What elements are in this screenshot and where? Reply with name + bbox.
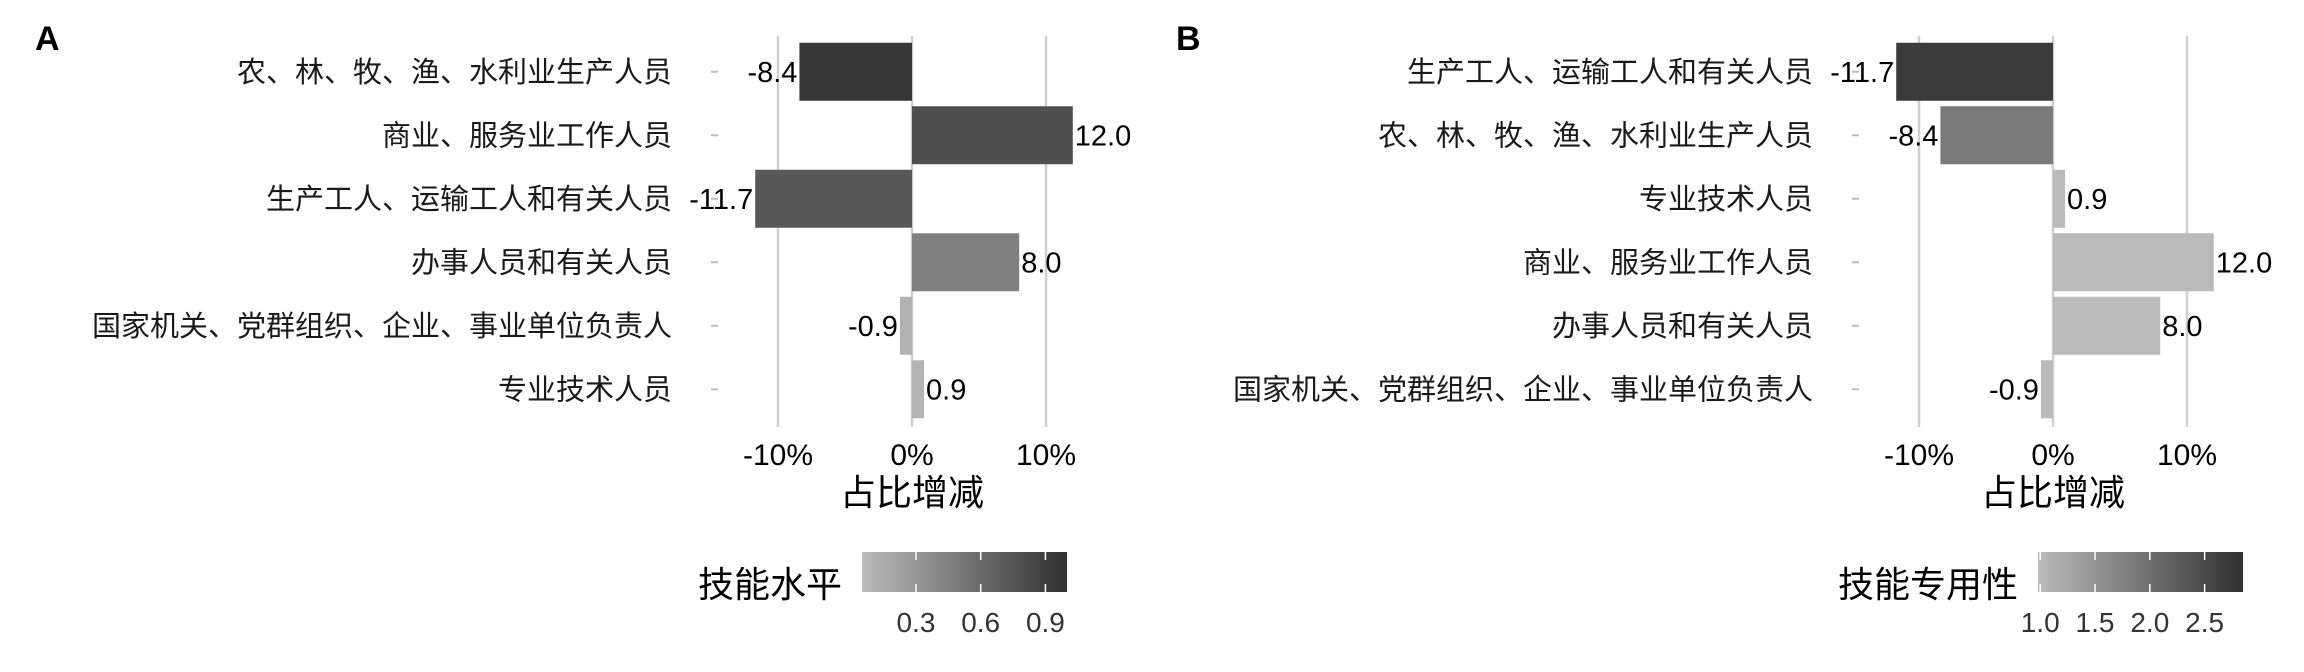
value-label: 0.9	[926, 374, 966, 406]
bar	[1940, 106, 2053, 165]
panel-a: A 农、林、牧、渔、水利业生产人员 -8.4 商业、服务业工作人员 12.0 生产工人、运…	[35, 20, 1131, 638]
legend-tick-label: 1.5	[2076, 607, 2115, 638]
legend-tick-label: 0.9	[1026, 607, 1065, 638]
value-label: 12.0	[2216, 247, 2272, 279]
value-label: -8.4	[747, 57, 797, 89]
value-label: 0.9	[2067, 184, 2107, 216]
panel-label: A	[35, 20, 60, 58]
value-label: 8.0	[1021, 247, 1061, 279]
bar	[2040, 360, 2053, 419]
bar	[912, 106, 1073, 165]
x-tick-label: -10%	[743, 439, 813, 472]
value-label: 8.0	[2162, 311, 2202, 343]
bar	[2053, 233, 2214, 292]
panel-label: B	[1176, 20, 1201, 58]
x-tick-label: 10%	[1016, 439, 1076, 472]
legend: 技能水平 0.3 0.6 0.9	[698, 552, 1067, 638]
legend-tick-label: 0.6	[961, 607, 1000, 638]
value-label: 12.0	[1075, 120, 1131, 152]
x-tick-label: 0%	[2031, 439, 2074, 472]
legend-colorbar	[862, 552, 1067, 592]
legend-tick-label: 2.5	[2185, 607, 2224, 638]
category-label: 办事人员和有关人员	[1552, 309, 1813, 343]
x-axis-title: 占比增减	[1981, 473, 2125, 514]
bar	[2053, 296, 2161, 355]
legend-tick-label: 1.0	[2021, 607, 2060, 638]
category-label: 农、林、牧、渔、水利业生产人员	[1378, 118, 1813, 152]
value-label: -11.7	[1830, 57, 1894, 89]
bar	[1896, 42, 2053, 101]
category-label: 专业技术人员	[498, 372, 672, 406]
value-label: -8.4	[1888, 120, 1938, 152]
x-tick-label: -10%	[1884, 439, 1954, 472]
category-label: 商业、服务业工作人员	[382, 118, 672, 152]
value-label: -0.9	[1989, 374, 2039, 406]
category-label: 生产工人、运输工人和有关人员	[266, 182, 672, 216]
category-label: 国家机关、党群组织、企业、事业单位负责人	[1233, 372, 1813, 406]
category-label: 商业、服务业工作人员	[1523, 245, 1813, 279]
value-label: -0.9	[848, 311, 898, 343]
bar	[912, 233, 1020, 292]
panel-b: B 生产工人、运输工人和有关人员 -11.7 农、林、牧、渔、水利业生产人员 -8.4 专…	[1176, 20, 2272, 638]
category-label: 办事人员和有关人员	[411, 245, 672, 279]
legend-title: 技能水平	[698, 565, 842, 606]
bar	[799, 42, 912, 101]
bar	[912, 360, 925, 419]
legend-tick-label: 2.0	[2130, 607, 2169, 638]
value-label: -11.7	[689, 184, 753, 216]
legend-colorbar	[2038, 552, 2243, 592]
legend-tick-label: 0.3	[896, 607, 935, 638]
category-label: 生产工人、运输工人和有关人员	[1407, 55, 1813, 89]
category-label: 国家机关、党群组织、企业、事业单位负责人	[92, 309, 672, 343]
category-label: 专业技术人员	[1639, 182, 1813, 216]
x-tick-label: 0%	[890, 439, 933, 472]
bar	[899, 296, 912, 355]
category-label: 农、林、牧、渔、水利业生产人员	[237, 55, 672, 89]
legend-title: 技能专用性	[1838, 565, 2018, 606]
x-axis-title: 占比增减	[840, 473, 984, 514]
bar	[755, 169, 912, 228]
bar	[2053, 169, 2066, 228]
x-tick-label: 10%	[2157, 439, 2217, 472]
